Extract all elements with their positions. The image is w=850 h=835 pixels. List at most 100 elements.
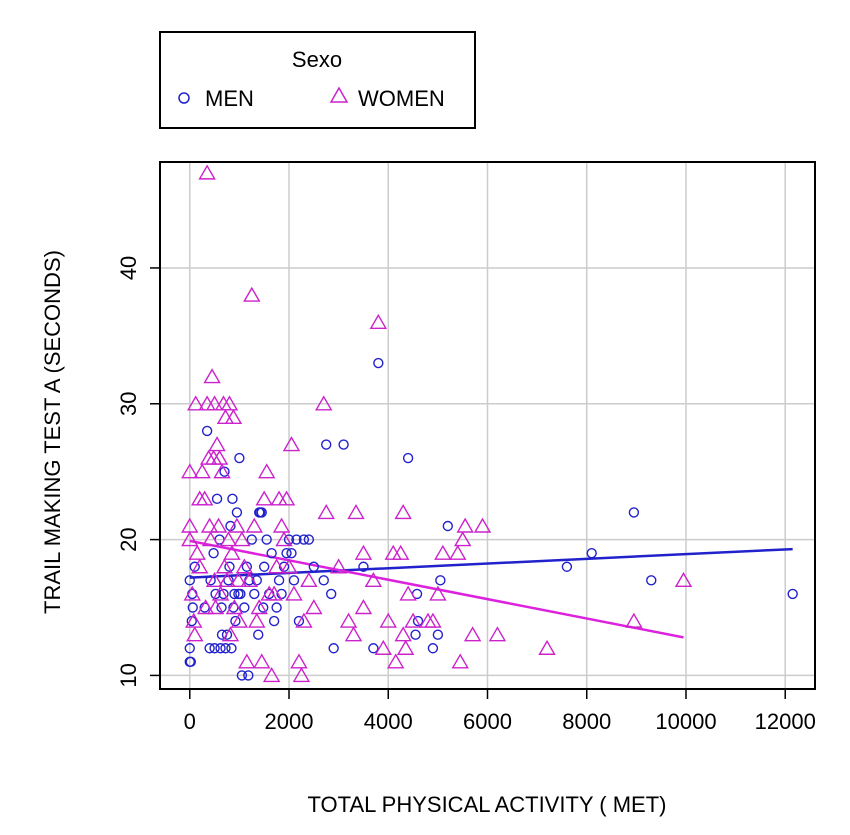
point-women [364,571,383,588]
point-women [229,571,248,588]
point-women [248,612,266,628]
point-women [243,286,261,302]
point-women [538,639,556,655]
point-men [220,643,231,654]
point-men [435,575,446,586]
point-men [239,602,250,613]
x-axis-title: TOTAL PHYSICAL ACTIVITY ( MET) [308,792,667,817]
point-women [374,639,393,655]
point-women [205,395,224,411]
point-women [224,408,243,425]
point-women [305,599,323,615]
point-women [424,612,442,628]
point-men [224,561,235,572]
point-men [231,507,243,518]
point-women [275,531,293,547]
point-women [228,517,246,533]
legend: Sexo MEN WOMEN [159,31,476,129]
point-women [396,639,415,655]
point-women [344,626,363,642]
point-women [238,653,256,669]
point-men [271,602,282,613]
point-women [200,517,219,533]
point-men [230,615,241,627]
point-men [628,507,640,518]
x-tick-label: 2000 [265,709,314,734]
point-women [206,599,225,615]
x-tick-label: 8000 [562,709,611,734]
point-men [249,588,260,600]
point-men [209,643,220,654]
point-women [219,531,238,547]
point-men [189,561,200,572]
point-women [209,517,228,533]
point-women [347,504,365,520]
point-women [404,612,422,628]
point-men [185,656,196,668]
x-tick-label: 4000 [364,709,413,734]
point-men [318,575,329,586]
legend-title: Sexo [292,47,342,72]
point-women [211,585,230,601]
point-women [292,667,311,683]
point-women [285,585,303,601]
point-women [193,463,211,479]
point-women [213,463,231,479]
point-men [268,615,280,627]
point-men [291,534,302,545]
point-men [402,452,414,464]
point-men [258,602,269,613]
point-men [208,547,219,559]
point-men [273,575,285,586]
point-women [183,585,201,601]
point-women [230,612,249,628]
point-men [373,357,384,369]
point-men [205,575,216,586]
point-women [201,531,220,547]
point-men [298,534,310,545]
point-women [674,571,693,588]
point-women [282,436,301,452]
point-women [449,544,467,560]
point-men [281,547,292,559]
point-men [303,534,315,545]
point-women [181,531,199,547]
point-men [266,547,277,559]
point-women [253,653,271,669]
point-men [229,588,240,600]
legend-men-label: MEN [205,86,254,111]
point-men [243,670,254,681]
point-women [329,558,348,574]
point-women [257,463,276,479]
point-men [204,643,215,654]
point-women [223,544,241,560]
point-women [290,653,308,669]
point-women [205,571,224,588]
point-women [300,571,318,588]
point-men [321,439,332,450]
y-axis-title: TRAIL MAKING TEST A (SECONDS) [40,250,65,614]
point-men [325,588,337,600]
point-women [394,504,412,520]
point-women [245,517,263,533]
point-women [317,504,335,520]
point-men [561,561,573,572]
point-men [211,493,223,505]
point-women [250,599,268,615]
y-tick-label: 10 [116,663,141,687]
grid [160,162,815,689]
point-women [277,490,296,506]
point-men [646,575,657,586]
point-men [236,670,248,681]
point-men [261,534,272,545]
axes: 0 2000 4000 6000 8000 10000 12000 10 20 30 40 [116,256,816,734]
point-women [280,558,298,574]
point-women [220,395,239,411]
point-men [234,452,245,464]
point-women [272,517,291,533]
point-men [358,561,369,572]
point-women [456,517,474,533]
point-men [586,547,597,559]
point-women [451,653,469,669]
point-women [185,612,203,628]
